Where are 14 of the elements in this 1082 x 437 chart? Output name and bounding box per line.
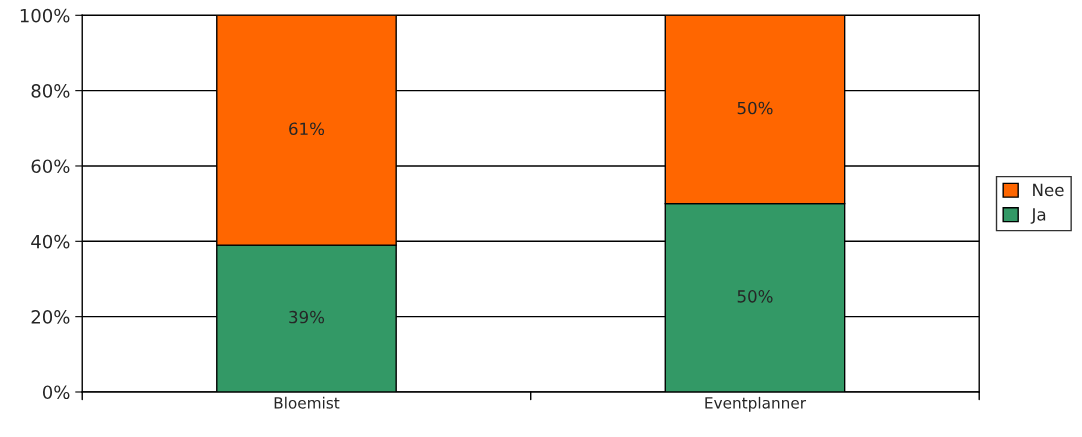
- legend-label: Ja: [1030, 208, 1046, 224]
- data-label: 61%: [289, 122, 325, 136]
- legend-label: Nee: [1033, 183, 1064, 197]
- data-label: 39%: [289, 310, 325, 324]
- y-tick-label: 0%: [42, 385, 70, 400]
- y-tick-label: 80%: [31, 84, 70, 98]
- data-label: 50%: [737, 101, 773, 115]
- data-label: 50%: [737, 290, 773, 303]
- y-tick-label: 60%: [31, 159, 70, 174]
- y-tick-label: 20%: [31, 310, 70, 324]
- x-tick-label: Bloemist: [274, 396, 340, 409]
- x-tick-label: Eventplanner: [705, 396, 807, 412]
- y-tick-label: 100%: [20, 8, 70, 23]
- y-tick-label: 40%: [31, 234, 70, 249]
